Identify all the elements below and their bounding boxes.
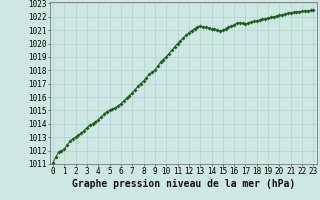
X-axis label: Graphe pression niveau de la mer (hPa): Graphe pression niveau de la mer (hPa): [72, 179, 295, 189]
